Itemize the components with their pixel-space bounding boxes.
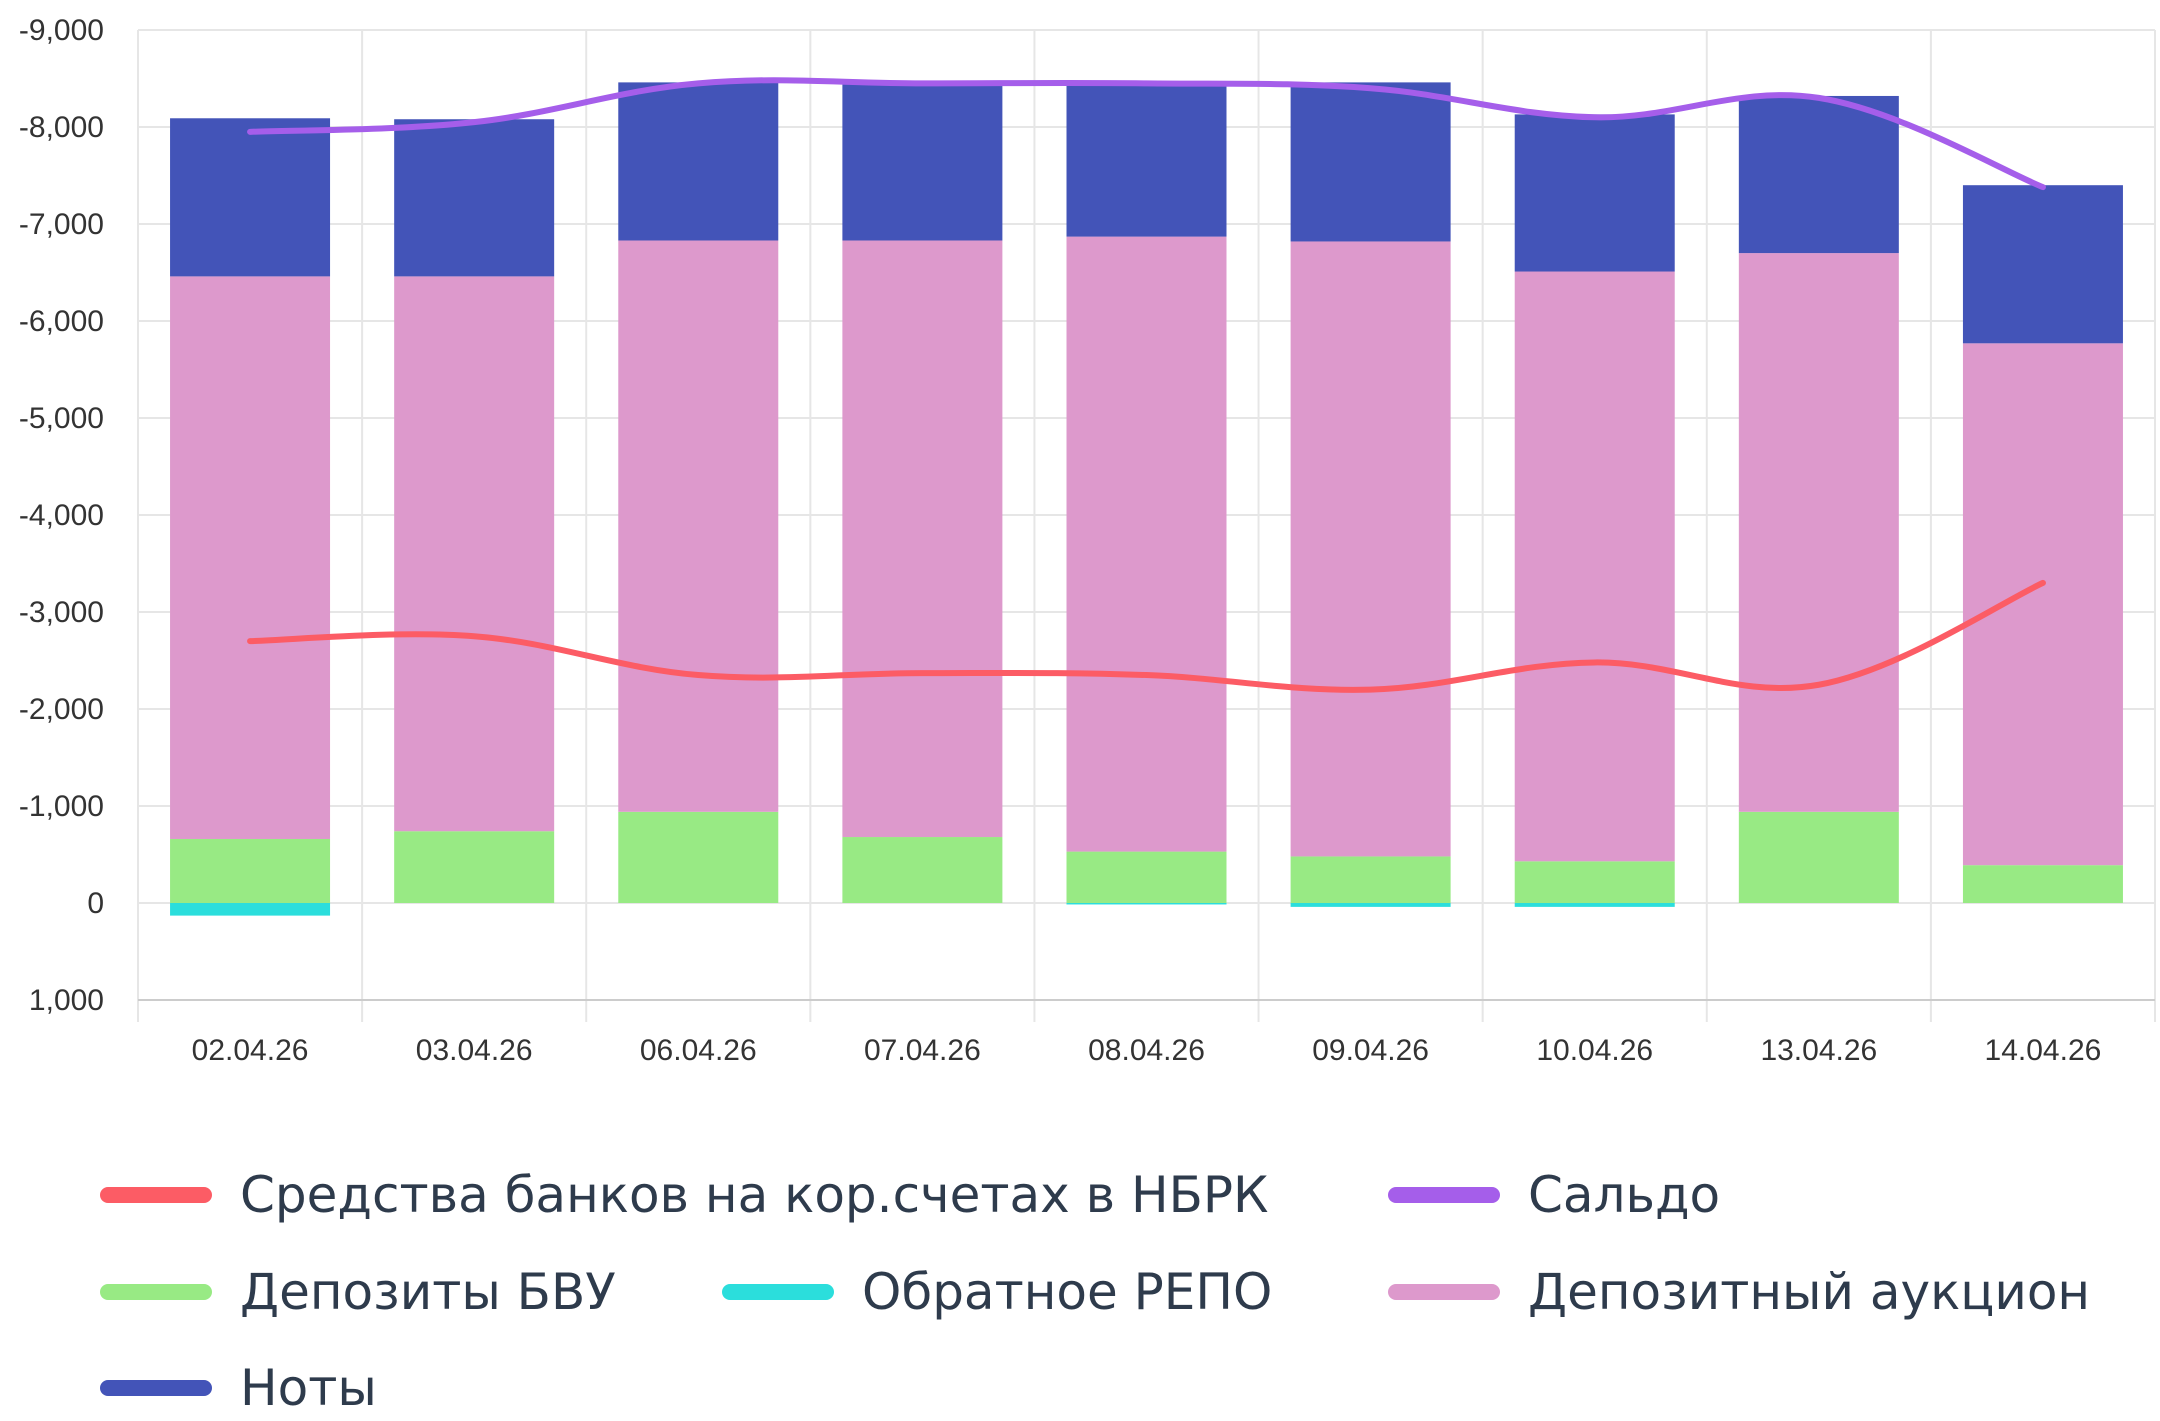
bar-segment-5[interactable] — [170, 118, 331, 277]
legend: Средства банков на кор.счетах в НБРК Сал… — [0, 1140, 2160, 1420]
y-tick-label: -9,000 — [19, 14, 104, 47]
legend-label-saldo: Сальдо — [1528, 1166, 1721, 1224]
x-tick-label: 10.04.26 — [1536, 1034, 1653, 1067]
x-tick-label: 06.04.26 — [640, 1034, 757, 1067]
x-tick-label: 07.04.26 — [864, 1034, 981, 1067]
legend-item-deposit-auction[interactable]: Депозитный аукцион — [1388, 1267, 2090, 1317]
bar-segment-5[interactable] — [1066, 81, 1227, 237]
x-tick-label: 13.04.26 — [1760, 1034, 1877, 1067]
y-tick-label: -5,000 — [19, 402, 104, 435]
bar-segment-5[interactable] — [1962, 185, 2123, 344]
bar-segment-4[interactable] — [618, 240, 779, 812]
x-tick-label: 03.04.26 — [416, 1034, 533, 1067]
y-tick-label: -3,000 — [19, 596, 104, 629]
bar-segment-2[interactable] — [1290, 856, 1451, 903]
legend-swatch-deposit-auction — [1388, 1284, 1500, 1300]
bar-segment-5[interactable] — [1514, 114, 1675, 272]
legend-swatch-notes — [100, 1380, 212, 1396]
bar-segment-2[interactable] — [618, 811, 779, 903]
axes: -9,000 -8,000 -7,000 -6,000 -5,000 -4,000 -3,0… — [19, 14, 2155, 1067]
legend-item-reverse-repo[interactable]: Обратное РЕПО — [722, 1267, 1272, 1317]
bar-segment-4[interactable] — [170, 276, 331, 839]
bars — [170, 81, 2123, 916]
bar-segment-2[interactable] — [1066, 851, 1227, 903]
bar-segment-4[interactable] — [1290, 241, 1451, 857]
y-tick-label: -1,000 — [19, 790, 104, 823]
bar-segment-3[interactable] — [1290, 903, 1451, 907]
legend-swatch-nbrk — [100, 1187, 212, 1203]
bar-segment-4[interactable] — [842, 240, 1003, 838]
bar-segment-2[interactable] — [170, 838, 331, 903]
legend-swatch-reverse-repo — [722, 1284, 834, 1300]
bar-segment-5[interactable] — [618, 82, 779, 241]
bar-segment-4[interactable] — [1066, 236, 1227, 852]
bar-segment-4[interactable] — [1738, 253, 1899, 812]
y-tick-label: -2,000 — [19, 693, 104, 726]
legend-item-notes[interactable]: Ноты — [100, 1363, 377, 1413]
series-line-0[interactable] — [247, 579, 2046, 693]
legend-item-saldo[interactable]: Сальдо — [1388, 1170, 1720, 1220]
bar-segment-4[interactable] — [394, 276, 555, 832]
y-tick-label: -6,000 — [19, 305, 104, 338]
legend-label-reverse-repo: Обратное РЕПО — [862, 1263, 1273, 1321]
legend-label-deposit-auction: Депозитный аукцион — [1528, 1263, 2091, 1321]
y-tick-label: -8,000 — [19, 111, 104, 144]
y-tick-label: 1,000 — [29, 984, 104, 1017]
bar-segment-2[interactable] — [1962, 865, 2123, 903]
y-tick-label: 0 — [87, 887, 104, 920]
series-line-1[interactable] — [247, 77, 2046, 191]
x-tick-label: 14.04.26 — [1985, 1034, 2102, 1067]
bar-segment-5[interactable] — [394, 119, 555, 277]
bar-segment-4[interactable] — [1514, 271, 1675, 862]
bar-segment-3[interactable] — [1514, 903, 1675, 907]
bar-segment-3[interactable] — [170, 903, 331, 916]
bar-segment-5[interactable] — [1290, 82, 1451, 242]
bar-segment-5[interactable] — [1738, 95, 1899, 254]
legend-item-nbrk[interactable]: Средства банков на кор.счетах в НБРК — [100, 1170, 1269, 1220]
chart: -9,000 -8,000 -7,000 -6,000 -5,000 -4,000 -3,0… — [19, 14, 2156, 1067]
legend-item-deposits-bvu[interactable]: Депозиты БВУ — [100, 1267, 616, 1317]
y-tick-label: -7,000 — [19, 208, 104, 241]
bar-segment-2[interactable] — [394, 831, 555, 903]
legend-label-nbrk: Средства банков на кор.счетах в НБРК — [240, 1166, 1269, 1224]
bar-segment-2[interactable] — [1738, 811, 1899, 903]
bar-segment-2[interactable] — [1514, 861, 1675, 903]
y-tick-label: -4,000 — [19, 499, 104, 532]
legend-label-notes: Ноты — [240, 1359, 377, 1417]
bar-segment-3[interactable] — [1066, 903, 1227, 905]
x-tick-label: 02.04.26 — [192, 1034, 309, 1067]
legend-swatch-deposits-bvu — [100, 1284, 212, 1300]
legend-swatch-saldo — [1388, 1187, 1500, 1203]
bar-segment-4[interactable] — [1962, 343, 2123, 866]
bar-segment-2[interactable] — [842, 837, 1003, 903]
x-tick-label: 09.04.26 — [1312, 1034, 1429, 1067]
bar-segment-5[interactable] — [842, 82, 1003, 241]
series-lines — [247, 77, 2046, 693]
legend-label-deposits-bvu: Депозиты БВУ — [240, 1263, 616, 1321]
x-tick-label: 08.04.26 — [1088, 1034, 1205, 1067]
